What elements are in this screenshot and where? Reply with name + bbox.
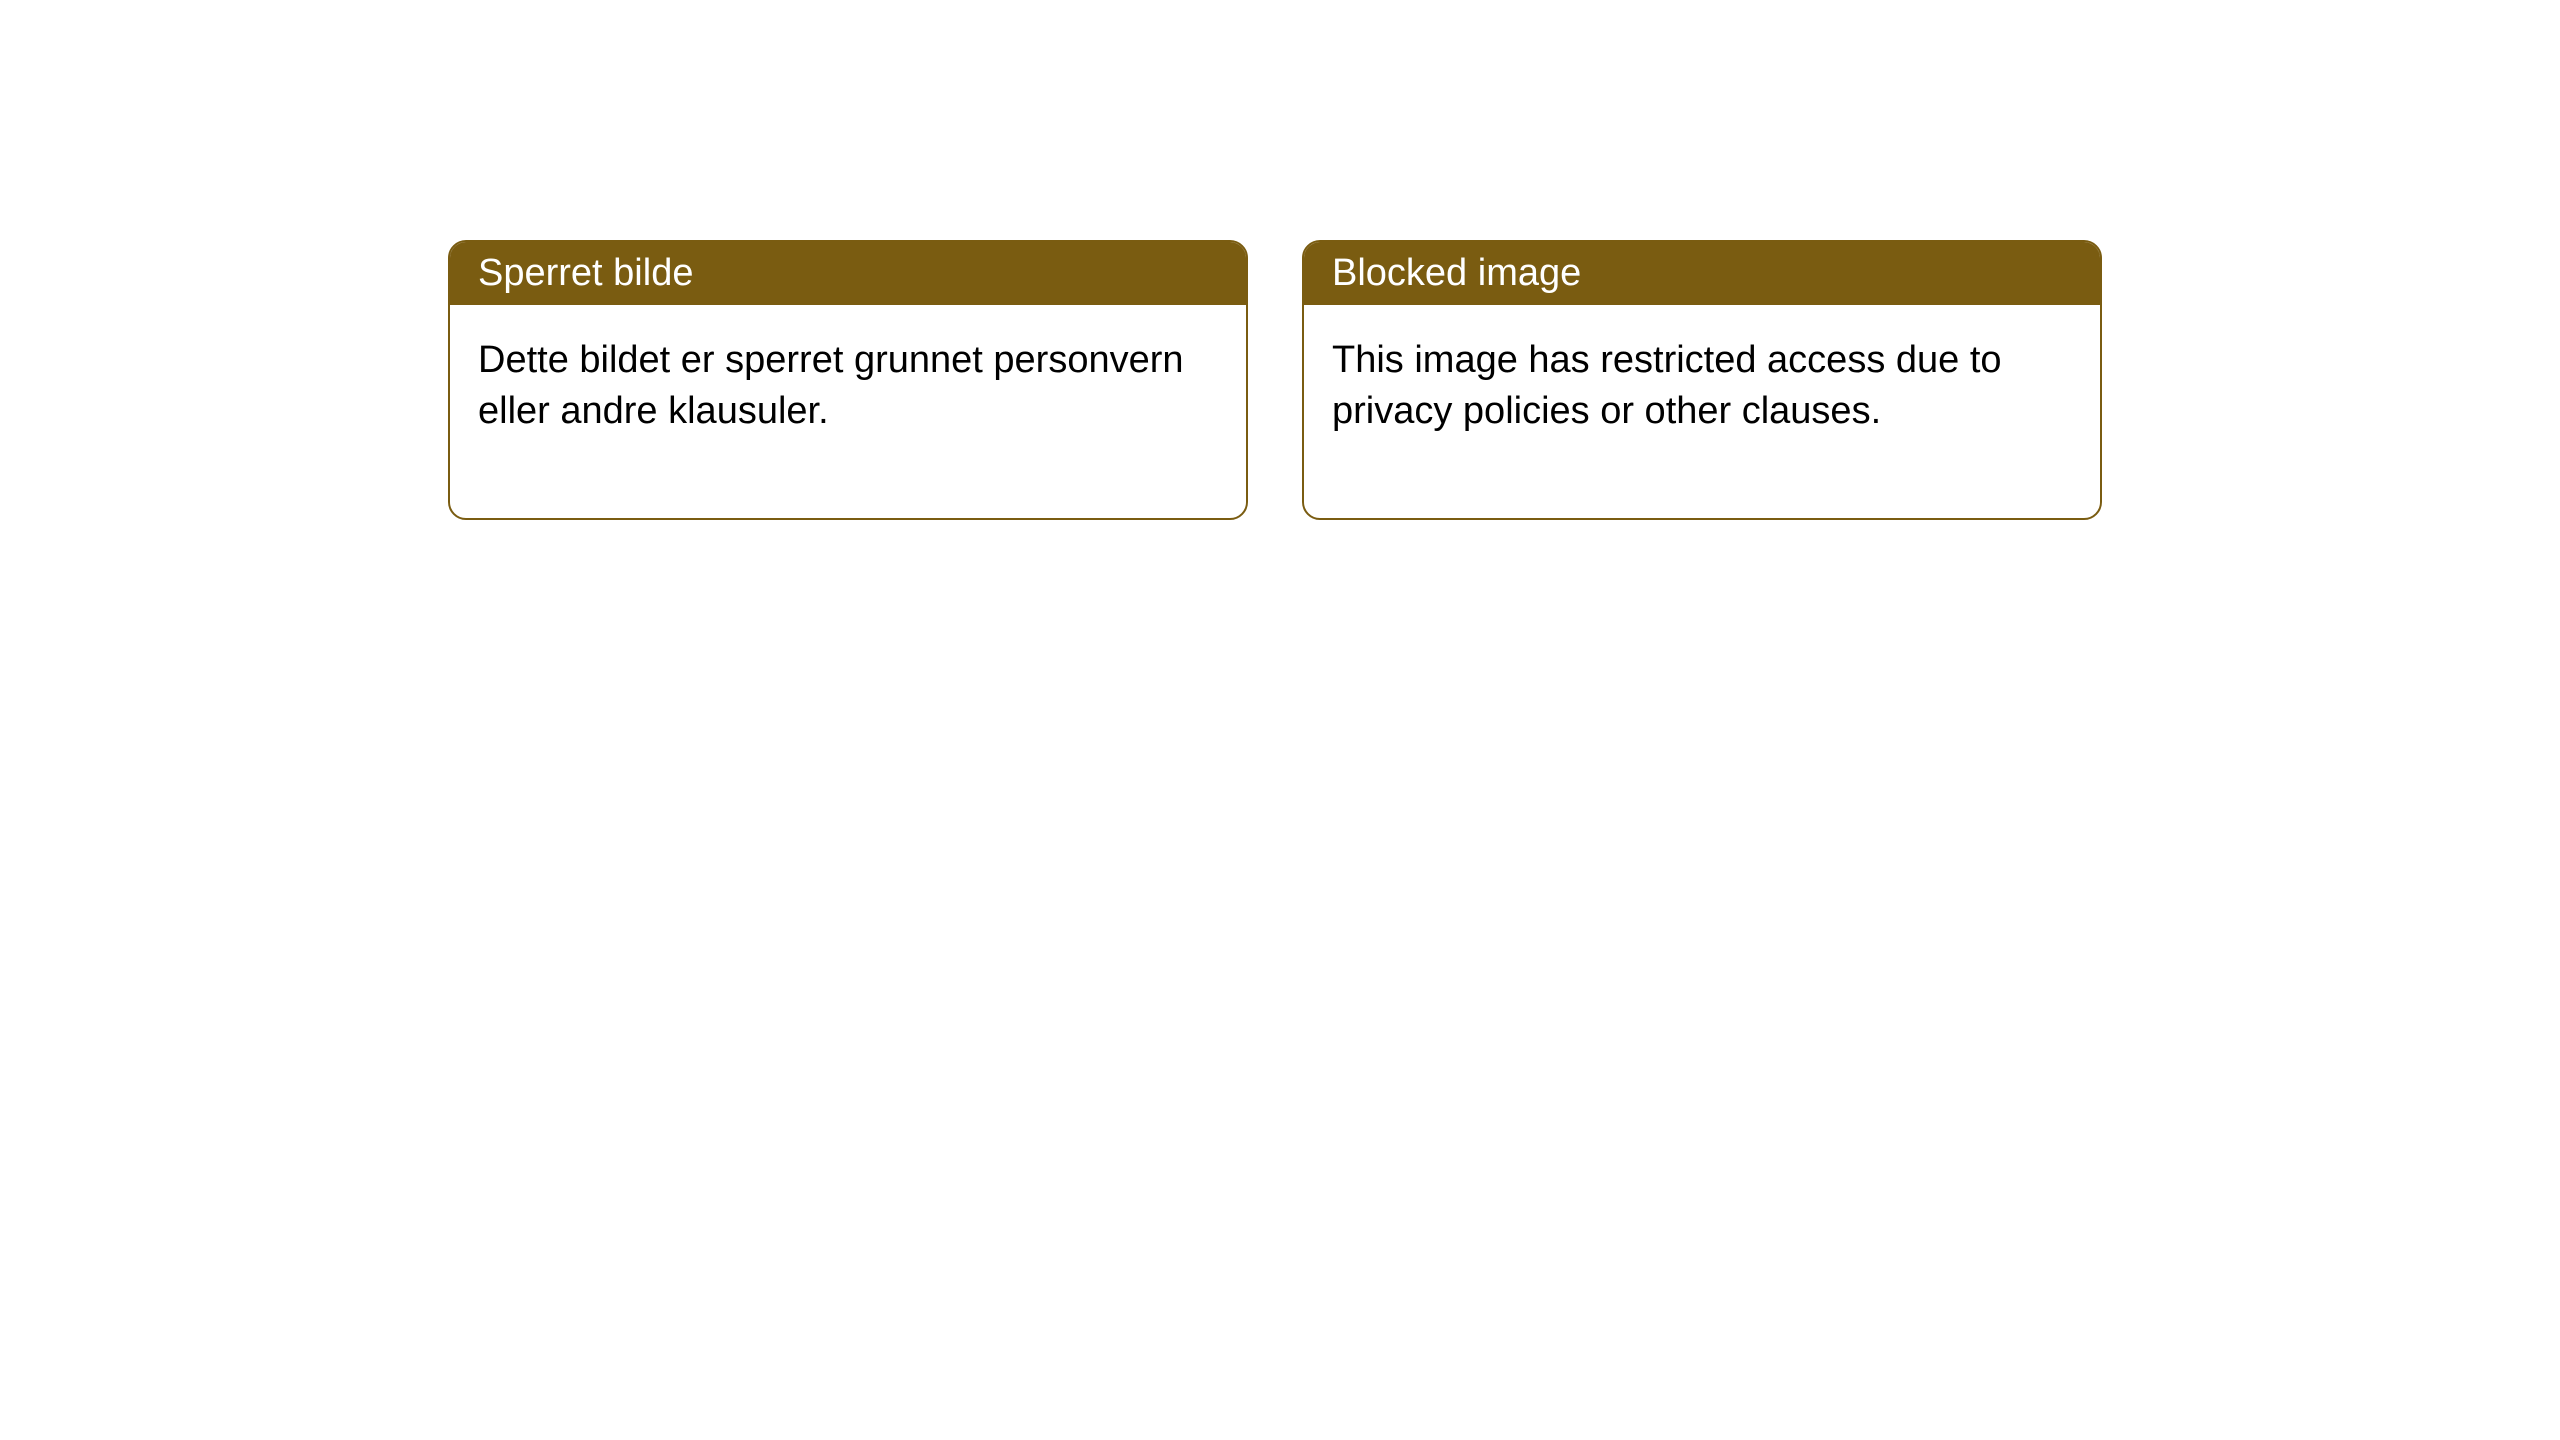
- notice-card-norwegian: Sperret bilde Dette bildet er sperret gr…: [448, 240, 1248, 520]
- notice-body-norwegian: Dette bildet er sperret grunnet personve…: [450, 305, 1246, 518]
- notice-container: Sperret bilde Dette bildet er sperret gr…: [0, 0, 2560, 520]
- notice-header-norwegian: Sperret bilde: [450, 242, 1246, 305]
- notice-card-english: Blocked image This image has restricted …: [1302, 240, 2102, 520]
- notice-header-english: Blocked image: [1304, 242, 2100, 305]
- notice-body-english: This image has restricted access due to …: [1304, 305, 2100, 518]
